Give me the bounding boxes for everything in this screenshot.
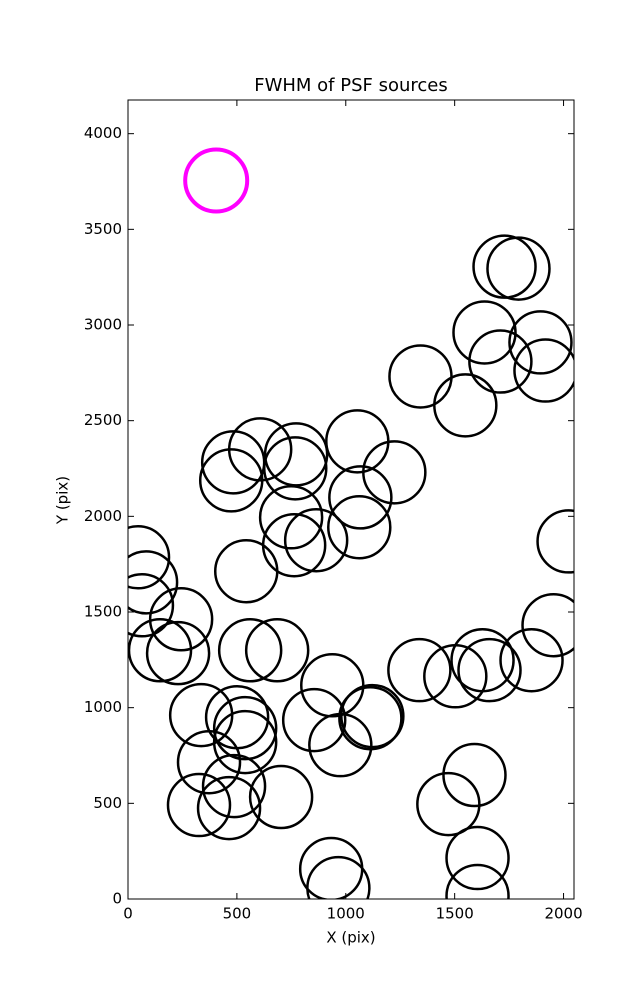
source-circle <box>168 682 234 748</box>
source-circle <box>166 772 232 838</box>
source-circle <box>214 538 279 604</box>
source-circle <box>145 620 211 686</box>
source-circle <box>176 729 242 795</box>
source-circle <box>452 300 517 365</box>
source-circle <box>513 338 574 403</box>
y-tick-label: 0 <box>112 890 122 908</box>
x-tick-label: 1000 <box>327 905 365 923</box>
source-circle <box>486 236 551 301</box>
source-circle <box>388 344 453 409</box>
y-tick-label: 1000 <box>84 698 122 716</box>
y-tick-label: 1500 <box>84 603 122 621</box>
y-tick-label: 3000 <box>84 316 122 334</box>
source-circle <box>472 234 537 299</box>
source-circle <box>433 373 498 438</box>
y-tick-label: 2500 <box>84 411 122 429</box>
source-circle <box>258 485 324 550</box>
source-circle <box>445 825 510 891</box>
source-circle <box>281 687 347 753</box>
x-tick-label: 500 <box>223 905 252 923</box>
source-circle <box>306 855 371 899</box>
source-circle <box>283 508 349 573</box>
source-circle <box>536 509 574 574</box>
source-circle <box>362 440 427 505</box>
source-circle <box>416 771 481 837</box>
source-circle <box>128 618 193 683</box>
source-circle <box>248 764 314 830</box>
source-circle <box>445 863 510 899</box>
source-circle <box>442 742 507 808</box>
source-circle <box>423 644 488 709</box>
source-circle <box>263 436 328 501</box>
source-circle <box>468 329 533 394</box>
source-circle <box>148 587 214 652</box>
source-circle <box>521 592 574 658</box>
source-circle <box>499 627 564 693</box>
plot-frame <box>127 99 575 900</box>
source-circle <box>308 712 373 778</box>
source-circle <box>212 695 278 761</box>
source-circle <box>128 550 179 615</box>
y-tick-label: 2000 <box>84 507 122 525</box>
y-tick-label: 3500 <box>84 220 122 238</box>
source-circle <box>327 494 392 560</box>
source-circle <box>212 709 278 775</box>
source-circle <box>263 422 329 487</box>
source-circle <box>198 448 264 513</box>
source-circle <box>217 618 283 683</box>
y-axis-label: Y (pix) <box>54 476 72 525</box>
source-circle <box>325 409 390 474</box>
x-axis-label: X (pix) <box>326 929 375 947</box>
y-tick-label: 4000 <box>84 124 122 142</box>
source-circle <box>387 637 452 703</box>
x-tick-label: 1500 <box>436 905 474 923</box>
y-tick-label: 500 <box>93 794 122 812</box>
source-circle <box>298 836 364 899</box>
source-circle <box>128 525 171 590</box>
source-circle <box>201 753 267 819</box>
x-tick-label: 2000 <box>544 905 582 923</box>
source-circle <box>457 637 522 703</box>
source-circle <box>261 512 327 578</box>
source-circle <box>183 147 250 214</box>
source-circle <box>128 573 175 638</box>
source-circle <box>196 775 262 841</box>
source-circle <box>300 653 365 718</box>
source-circle <box>244 618 310 683</box>
source-circle <box>508 310 573 375</box>
chart-title: FWHM of PSF sources <box>254 75 448 96</box>
source-circle <box>328 465 393 530</box>
x-tick-label: 0 <box>123 905 133 923</box>
